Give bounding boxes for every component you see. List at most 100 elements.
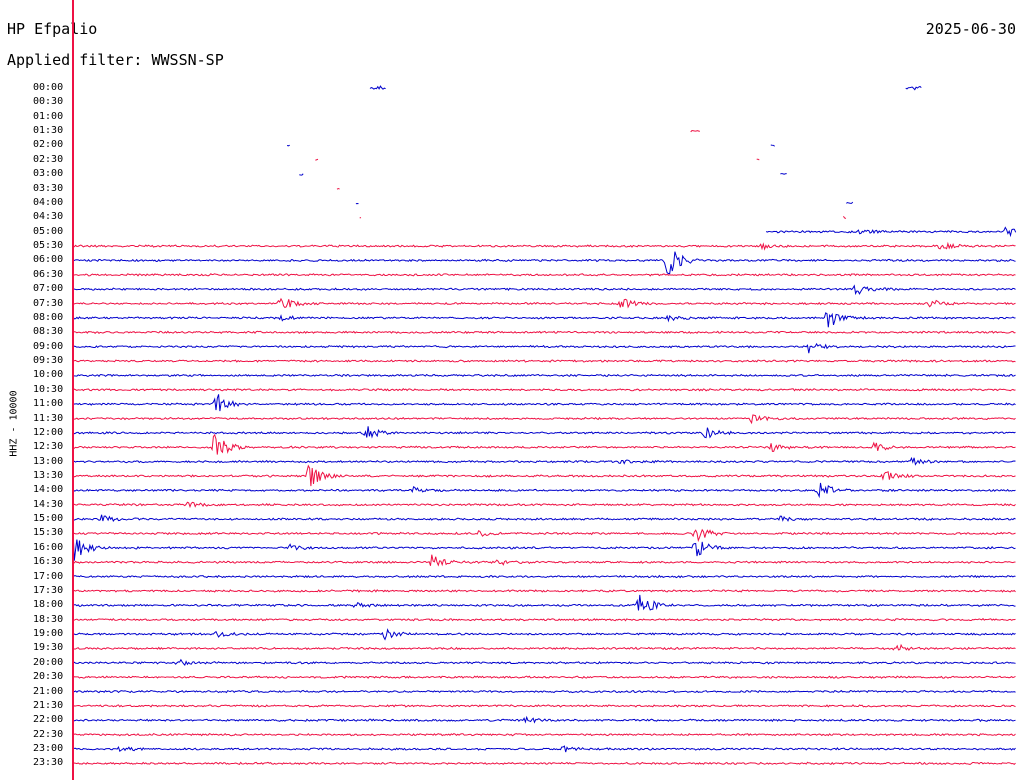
row-label-0030: 00:30	[33, 96, 64, 108]
trace-1030	[72, 388, 1016, 392]
station-title: HP Efpalio	[7, 20, 98, 38]
trace-0430-part1	[843, 216, 847, 219]
row-label-0430: 04:30	[33, 211, 64, 223]
row-label-2000: 20:00	[33, 656, 64, 668]
trace-1600	[72, 529, 1016, 561]
row-label-0500: 05:00	[33, 225, 64, 237]
trace-0000	[369, 85, 386, 90]
row-label-1100: 11:00	[33, 398, 64, 410]
row-label-0730: 07:30	[33, 297, 64, 309]
trace-1930	[72, 643, 1016, 651]
trace-1200	[72, 426, 1016, 439]
trace-0300	[299, 173, 304, 176]
trace-0200	[286, 144, 290, 147]
trace-0300-part1	[780, 173, 787, 175]
trace-2100	[72, 689, 1016, 694]
row-label-2100: 21:00	[33, 685, 64, 697]
trace-0800	[72, 312, 1016, 328]
trace-1630	[72, 554, 1016, 567]
row-label-2130: 21:30	[33, 699, 64, 711]
trace-2030	[72, 675, 1016, 679]
row-label-0600: 06:00	[33, 254, 64, 266]
row-label-0930: 09:30	[33, 355, 64, 367]
row-label-0200: 02:00	[33, 139, 64, 151]
row-label-2200: 22:00	[33, 714, 64, 726]
trace-0900	[72, 342, 1016, 354]
trace-0230-part1	[756, 158, 760, 161]
trace-1330	[72, 464, 1016, 487]
trace-0330	[336, 188, 340, 190]
trace-0630	[72, 273, 1016, 277]
trace-2230	[72, 732, 1016, 737]
row-label-1900: 19:00	[33, 628, 64, 640]
row-label-1730: 17:30	[33, 584, 64, 596]
row-label-0630: 06:30	[33, 268, 64, 280]
row-label-1230: 12:30	[33, 441, 64, 453]
row-label-1530: 15:30	[33, 527, 64, 539]
row-label-1030: 10:30	[33, 383, 64, 395]
trace-0730	[72, 297, 1016, 309]
row-label-0830: 08:30	[33, 326, 64, 338]
row-label-0800: 08:00	[33, 311, 64, 323]
trace-0130	[690, 130, 700, 133]
trace-1230	[72, 433, 1016, 455]
trace-1900	[72, 628, 1016, 641]
row-label-2030: 20:30	[33, 671, 64, 683]
date-label: 2025-06-30	[925, 20, 1016, 38]
row-label-1930: 19:30	[33, 642, 64, 654]
trace-0930	[72, 359, 1016, 363]
trace-0230	[315, 158, 319, 161]
trace-1530	[72, 528, 1016, 543]
trace-1430	[72, 501, 1016, 509]
row-label-1630: 16:30	[33, 556, 64, 568]
row-label-1600: 16:00	[33, 541, 64, 553]
row-label-1830: 18:30	[33, 613, 64, 625]
row-label-1400: 14:00	[33, 484, 64, 496]
trace-0830	[72, 330, 1016, 335]
trace-1000	[72, 373, 1016, 378]
row-label-0530: 05:30	[33, 240, 64, 252]
trace-1700	[72, 574, 1016, 579]
row-label-0130: 01:30	[33, 125, 64, 137]
row-label-2230: 22:30	[33, 728, 64, 740]
row-label-1500: 15:00	[33, 513, 64, 525]
trace-0600	[72, 251, 1016, 275]
trace-2330	[72, 761, 1016, 766]
row-label-0400: 04:00	[33, 196, 64, 208]
row-label-0300: 03:00	[33, 168, 64, 180]
row-label-0000: 00:00	[33, 82, 64, 93]
trace-0500	[765, 226, 1017, 238]
row-label-1300: 13:00	[33, 455, 64, 467]
row-label-2300: 23:00	[33, 743, 64, 755]
row-label-0330: 03:30	[33, 182, 64, 194]
trace-1830	[72, 617, 1016, 622]
row-label-2330: 23:30	[33, 757, 64, 769]
trace-1300	[72, 456, 1016, 466]
row-label-1130: 11:30	[33, 412, 64, 424]
row-label-0230: 02:30	[33, 153, 64, 165]
trace-2200	[72, 715, 1016, 724]
trace-0530	[72, 241, 1016, 251]
trace-1100	[72, 394, 1016, 412]
row-label-1330: 13:30	[33, 469, 64, 481]
trace-0200-part1	[770, 144, 775, 147]
trace-2000	[72, 658, 1016, 666]
trace-1730	[72, 589, 1016, 593]
trace-1800	[72, 594, 1016, 611]
row-label-0700: 07:00	[33, 283, 64, 295]
trace-2130	[72, 704, 1016, 708]
trace-1130	[72, 414, 1016, 425]
row-label-1800: 18:00	[33, 599, 64, 611]
row-label-1700: 17:00	[33, 570, 64, 582]
trace-0000-part1	[905, 85, 922, 91]
trace-1500	[72, 514, 1016, 522]
row-label-0900: 09:00	[33, 340, 64, 352]
row-label-0100: 01:00	[33, 110, 64, 122]
row-label-1000: 10:00	[33, 369, 64, 381]
trace-2300	[72, 745, 1016, 753]
filter-subtitle: Applied filter: WWSSN-SP	[7, 51, 224, 69]
trace-1400	[72, 482, 1016, 499]
trace-0700	[72, 284, 1016, 296]
row-label-1200: 12:00	[33, 426, 64, 438]
